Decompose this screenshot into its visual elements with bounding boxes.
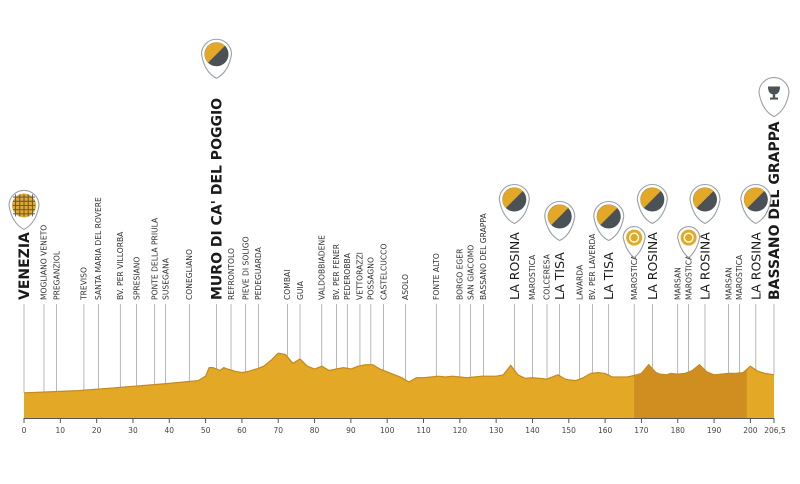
waypoint-label: MAROSTICA xyxy=(528,254,537,300)
waypoint-label: GUIA xyxy=(296,280,305,300)
climb-gpm-icon xyxy=(544,201,576,242)
x-tick-label: 0 xyxy=(22,426,27,435)
x-axis: 0 10 20 30 40 50 60 70 80 90 100 110 120 130 140 150 160… xyxy=(22,418,786,435)
x-tick-label: 170 xyxy=(634,426,649,435)
trophy-stem xyxy=(772,94,776,98)
marker-disc-half xyxy=(743,187,765,208)
waypoint-label: COMBAI xyxy=(283,270,292,300)
waypoint-label: PEDEROBBA xyxy=(343,252,352,300)
marker-icons xyxy=(8,38,790,259)
marker-disc-half xyxy=(547,204,569,225)
climb-gpm-icon xyxy=(636,184,668,225)
marker-disc xyxy=(680,229,697,246)
waypoint-label: LA ROSINA xyxy=(645,232,660,300)
waypoint-label: VALDOBBIADENE xyxy=(318,235,327,300)
x-tick-label: 150 xyxy=(562,426,577,435)
waypoint-label: FONTE ALTO xyxy=(432,253,441,300)
waypoint-label: POSSAGNO xyxy=(367,257,376,300)
marker-disc xyxy=(626,229,643,246)
waypoint-label: REFRONTOLO xyxy=(227,248,236,300)
x-tick-label: 10 xyxy=(56,426,66,435)
waypoint-label: MAROSTICA xyxy=(630,254,639,300)
x-tick-label: 20 xyxy=(92,426,102,435)
waypoint-label: BASSANO DEL GRAPPA xyxy=(479,213,488,300)
elevation-profile xyxy=(23,352,775,418)
profile-outline xyxy=(23,352,775,394)
waypoint-label: BASSANO DEL GRAPPA xyxy=(767,121,783,300)
climb-gpm-icon xyxy=(593,201,625,242)
x-tick-label: 90 xyxy=(346,426,356,435)
marker-disc-half xyxy=(640,187,661,208)
climb-gpm-icon xyxy=(498,184,530,225)
marker-ring xyxy=(629,232,640,243)
trophy-base xyxy=(770,97,778,100)
waypoint-label: LA ROSINA xyxy=(507,232,522,300)
waypoint-label: CONEGLIANO xyxy=(185,249,194,300)
waypoint-label: PIEVE DI SOLIGO xyxy=(241,236,250,300)
waypoint-label: LA TISA xyxy=(552,252,567,300)
waypoint-label: PEDEGUARDA xyxy=(254,246,263,300)
finish-trophy-icon xyxy=(758,77,790,118)
circuit-section-area xyxy=(634,364,747,418)
waypoint-label: BV. PER FENER xyxy=(332,243,341,300)
x-tick-label: 120 xyxy=(453,426,468,435)
x-tick-label: 80 xyxy=(310,426,320,435)
intermediate-sprint-icon xyxy=(677,226,701,259)
waypoint-label: MAROSTICA xyxy=(735,254,744,300)
waypoint-label: LA TISA xyxy=(601,252,616,300)
waypoint-label: LA ROSINA xyxy=(698,232,713,300)
x-tick-label: 160 xyxy=(598,426,613,435)
waypoint-labels: VENEZIA MOGLIANO VENETO PREGANZIOL TREVISO S… xyxy=(17,98,783,301)
x-tick-label: 50 xyxy=(201,426,211,435)
x-tick-label: 70 xyxy=(273,426,283,435)
marker-disc-half xyxy=(502,187,523,208)
waypoint-label: SPRESIANO xyxy=(132,257,141,300)
x-tick-label: 180 xyxy=(671,426,686,435)
x-tick-label: 100 xyxy=(380,426,395,435)
climb-gpm-icon xyxy=(689,184,721,225)
waypoint-label: ASOLO xyxy=(401,274,410,300)
waypoint-label: TREVISO xyxy=(80,267,89,301)
waypoint-label: MAROSTICA xyxy=(684,254,693,300)
waypoint-label: SANTA MARIA DEL ROVERE xyxy=(94,197,103,300)
waypoint-label: VETTORAZZI xyxy=(356,252,365,300)
marker-disc-half xyxy=(596,204,618,225)
waypoint-guides xyxy=(23,304,775,393)
x-tick-label: 60 xyxy=(237,426,247,435)
x-tick-label: 140 xyxy=(525,426,540,435)
x-tick-label: 190 xyxy=(707,426,722,435)
intermediate-sprint-icon xyxy=(622,226,646,259)
x-tick-label: 30 xyxy=(128,426,138,435)
waypoint-label: SAN GIACOMO xyxy=(467,245,476,300)
marker-ring xyxy=(683,232,694,243)
waypoint-label: MARSAN xyxy=(674,267,683,300)
waypoint-label: LA ROSINA xyxy=(748,232,763,300)
waypoint-label: MURO DI CA' DEL POGGIO xyxy=(210,98,226,300)
x-tick-label: 40 xyxy=(165,426,175,435)
climb-gpm-icon xyxy=(200,38,233,79)
marker-disc-half xyxy=(204,42,225,63)
waypoint-label: MARSAN xyxy=(724,267,733,300)
x-tick-label: 130 xyxy=(489,426,504,435)
waypoint-label: BV. PER LAVERDA xyxy=(588,233,597,300)
waypoint-label: BV. PER VILLORBA xyxy=(116,231,125,300)
waypoint-label: PREGANZIOL xyxy=(52,250,61,300)
waypoint-label: COLCERESA xyxy=(543,253,552,300)
waypoint-label: PONTE DELLA PRIULA xyxy=(151,217,160,300)
waypoint-label: LAVARDA xyxy=(575,264,584,300)
waypoint-label: CASTELCUCCO xyxy=(379,244,388,300)
x-end-tick-label: 206,5 xyxy=(764,426,786,435)
marker-disc-half xyxy=(693,187,714,208)
start-flag-icon xyxy=(8,189,40,231)
waypoint-label: VENEZIA xyxy=(17,232,33,300)
x-tick-label: 110 xyxy=(416,426,431,435)
waypoint-label: MOGLIANO VENETO xyxy=(40,225,49,300)
climb-gpm-icon xyxy=(740,184,772,225)
x-tick-label: 200 xyxy=(743,426,758,435)
profile-area xyxy=(24,353,774,418)
waypoint-label: SUSEGANA xyxy=(161,257,170,300)
trophy-cup xyxy=(768,86,780,95)
waypoint-label: BORGO EGER xyxy=(456,248,465,300)
